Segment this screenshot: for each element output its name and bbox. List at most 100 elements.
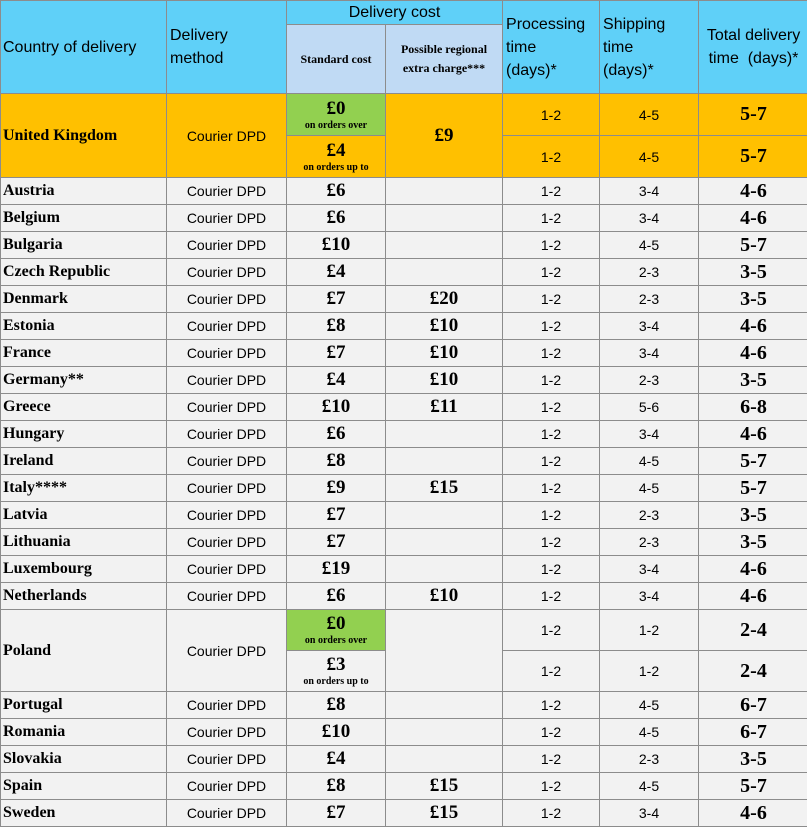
shipping-time-cell: 3-4 [600, 583, 699, 610]
method-cell: Courier DPD [167, 394, 287, 421]
header-shipping-line1: Shipping [603, 16, 665, 33]
standard-cost-cell: £7 [287, 800, 386, 827]
regional-extra-cell: £15 [386, 475, 503, 502]
country-cell: Hungary [1, 421, 167, 448]
processing-time-cell: 1-2 [503, 178, 600, 205]
header-total-line2: time (days)* [709, 50, 799, 67]
shipping-time-cell: 4-5 [600, 232, 699, 259]
shipping-time-cell: 2-3 [600, 502, 699, 529]
shipping-time-cell: 4-5 [600, 136, 699, 178]
processing-time-cell: 1-2 [503, 313, 600, 340]
standard-cost-cell: £8 [287, 692, 386, 719]
method-cell: Courier DPD [167, 367, 287, 394]
total-time-cell: 5-7 [699, 475, 807, 502]
paid-cost-note: on orders up to [287, 162, 385, 174]
total-time-cell: 5-7 [699, 232, 807, 259]
header-processing-line1: Processing [506, 16, 585, 33]
processing-time-cell: 1-2 [503, 773, 600, 800]
country-cell: Germany** [1, 367, 167, 394]
total-time-cell: 3-5 [699, 746, 807, 773]
shipping-time-cell: 2-3 [600, 286, 699, 313]
method-cell: Courier DPD [167, 205, 287, 232]
total-time-cell: 3-5 [699, 529, 807, 556]
regional-extra-cell [386, 205, 503, 232]
shipping-time-cell: 1-2 [600, 651, 699, 692]
total-time-cell: 4-6 [699, 178, 807, 205]
processing-time-cell: 1-2 [503, 583, 600, 610]
standard-cost-cell: £8 [287, 448, 386, 475]
total-time-cell: 3-5 [699, 367, 807, 394]
total-time-cell: 6-7 [699, 719, 807, 746]
shipping-time-cell: 4-5 [600, 773, 699, 800]
total-time-cell: 4-6 [699, 313, 807, 340]
standard-cost-cell: £10 [287, 394, 386, 421]
header-processing-line3: (days)* [506, 62, 557, 79]
method-cell: Courier DPD [167, 178, 287, 205]
total-time-cell: 4-6 [699, 340, 807, 367]
regional-extra-cell: £10 [386, 367, 503, 394]
shipping-time-cell: 4-5 [600, 692, 699, 719]
processing-time-cell: 1-2 [503, 719, 600, 746]
regional-extra-cell [386, 529, 503, 556]
regional-extra-cell: £9 [386, 94, 503, 178]
method-cell: Courier DPD [167, 502, 287, 529]
processing-time-cell: 1-2 [503, 502, 600, 529]
method-cell: Courier DPD [167, 259, 287, 286]
method-cell: Courier DPD [167, 286, 287, 313]
free-cost-value: £0 [287, 613, 385, 635]
standard-cost-cell: £6 [287, 205, 386, 232]
regional-extra-cell [386, 421, 503, 448]
header-standard-cost-label: Standard cost [300, 52, 371, 66]
regional-extra-cell [386, 259, 503, 286]
shipping-time-cell: 4-5 [600, 719, 699, 746]
country-cell: Belgium [1, 205, 167, 232]
regional-extra-cell: £20 [386, 286, 503, 313]
shipping-time-cell: 5-6 [600, 394, 699, 421]
country-cell: Greece [1, 394, 167, 421]
method-cell: Courier DPD [167, 529, 287, 556]
shipping-time-cell: 2-3 [600, 529, 699, 556]
country-cell: Poland [1, 610, 167, 692]
total-time-cell: 4-6 [699, 205, 807, 232]
method-cell: Courier DPD [167, 448, 287, 475]
header-processing: Processing time (days)* [503, 1, 600, 94]
shipping-time-cell: 3-4 [600, 421, 699, 448]
total-time-cell: 4-6 [699, 556, 807, 583]
shipping-time-cell: 2-3 [600, 367, 699, 394]
country-cell: Netherlands [1, 583, 167, 610]
processing-time-cell: 1-2 [503, 340, 600, 367]
processing-time-cell: 1-2 [503, 232, 600, 259]
regional-extra-cell: £10 [386, 313, 503, 340]
shipping-time-cell: 3-4 [600, 178, 699, 205]
regional-extra-cell [386, 502, 503, 529]
total-time-cell: 2-4 [699, 651, 807, 692]
regional-extra-cell [386, 610, 503, 692]
processing-time-cell: 1-2 [503, 286, 600, 313]
processing-time-cell: 1-2 [503, 367, 600, 394]
header-regional-extra: Possible regional extra charge*** [386, 25, 503, 94]
header-shipping: Shipping time (days)* [600, 1, 699, 94]
regional-extra-cell: £15 [386, 773, 503, 800]
total-time-cell: 5-7 [699, 448, 807, 475]
processing-time-cell: 1-2 [503, 475, 600, 502]
standard-cost-cell: £6 [287, 583, 386, 610]
method-cell: Courier DPD [167, 719, 287, 746]
standard-cost-cell: £7 [287, 286, 386, 313]
shipping-time-cell: 3-4 [600, 556, 699, 583]
header-method: Delivery method [167, 1, 287, 94]
header-country: Country of delivery [1, 1, 167, 94]
standard-cost-cell: £9 [287, 475, 386, 502]
shipping-time-cell: 4-5 [600, 475, 699, 502]
processing-time-cell: 1-2 [503, 529, 600, 556]
